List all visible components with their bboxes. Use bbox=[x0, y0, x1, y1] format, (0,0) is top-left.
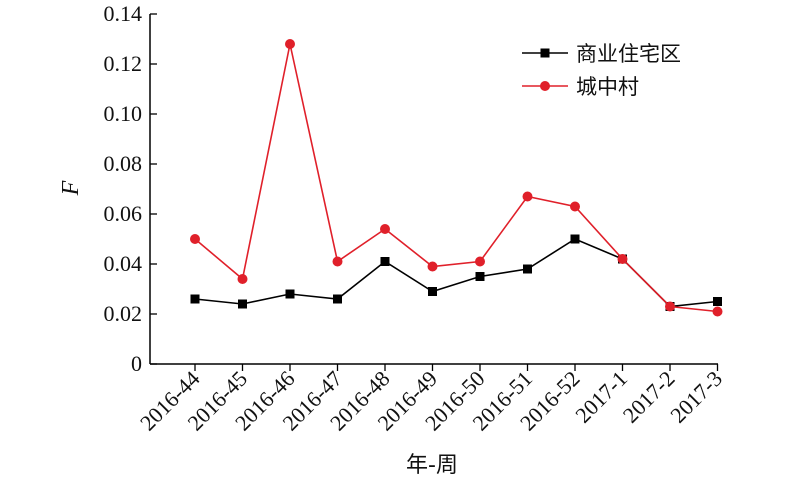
legend-item: 商业住宅区 bbox=[522, 42, 681, 66]
data-point bbox=[380, 224, 390, 234]
data-point bbox=[522, 191, 533, 202]
series-line bbox=[194, 238, 718, 308]
data-point bbox=[427, 261, 438, 272]
data-point bbox=[190, 234, 200, 244]
data-point bbox=[617, 254, 628, 264]
data-point bbox=[713, 297, 722, 306]
data-point bbox=[190, 294, 200, 304]
series-1 bbox=[190, 234, 722, 311]
y-tick-label: 0 bbox=[131, 351, 142, 376]
series-line bbox=[194, 43, 718, 313]
legend-marker bbox=[540, 81, 550, 91]
data-point bbox=[285, 39, 295, 49]
x-tick-label: 2017-1 bbox=[570, 366, 632, 428]
data-point bbox=[665, 301, 675, 312]
y-tick-label: 0.04 bbox=[104, 251, 143, 276]
legend-item: 城中村 bbox=[522, 75, 639, 99]
y-axis-title: F bbox=[58, 180, 84, 196]
y-tick-label: 0.10 bbox=[104, 101, 143, 126]
x-tick-label: 2017-2 bbox=[618, 366, 680, 428]
legend-label: 商业住宅区 bbox=[576, 42, 681, 66]
data-point bbox=[570, 234, 580, 244]
data-point bbox=[238, 299, 247, 309]
y-tick-label: 0.14 bbox=[104, 1, 143, 26]
y-tick-label: 0.02 bbox=[104, 301, 143, 326]
x-axis-title: 年-周 bbox=[406, 453, 458, 478]
data-point bbox=[475, 256, 485, 267]
legend-marker bbox=[540, 48, 550, 58]
data-point bbox=[523, 264, 532, 274]
axes: 00.020.040.060.080.100.120.142016-442016… bbox=[104, 1, 728, 435]
data-point bbox=[332, 256, 343, 267]
data-point bbox=[570, 201, 580, 212]
legend-label: 城中村 bbox=[576, 75, 639, 99]
data-point bbox=[285, 289, 295, 299]
series-layer bbox=[190, 39, 723, 317]
data-point bbox=[333, 294, 342, 304]
data-point bbox=[428, 287, 437, 296]
data-point bbox=[237, 274, 248, 284]
data-point bbox=[380, 257, 390, 266]
x-tick-label: 2017-3 bbox=[665, 366, 727, 428]
series-2 bbox=[190, 39, 723, 317]
data-point bbox=[712, 306, 723, 317]
data-point bbox=[475, 272, 485, 281]
y-tick-label: 0.06 bbox=[104, 201, 143, 226]
y-tick-label: 0.12 bbox=[104, 51, 143, 76]
y-tick-label: 0.08 bbox=[104, 151, 143, 176]
